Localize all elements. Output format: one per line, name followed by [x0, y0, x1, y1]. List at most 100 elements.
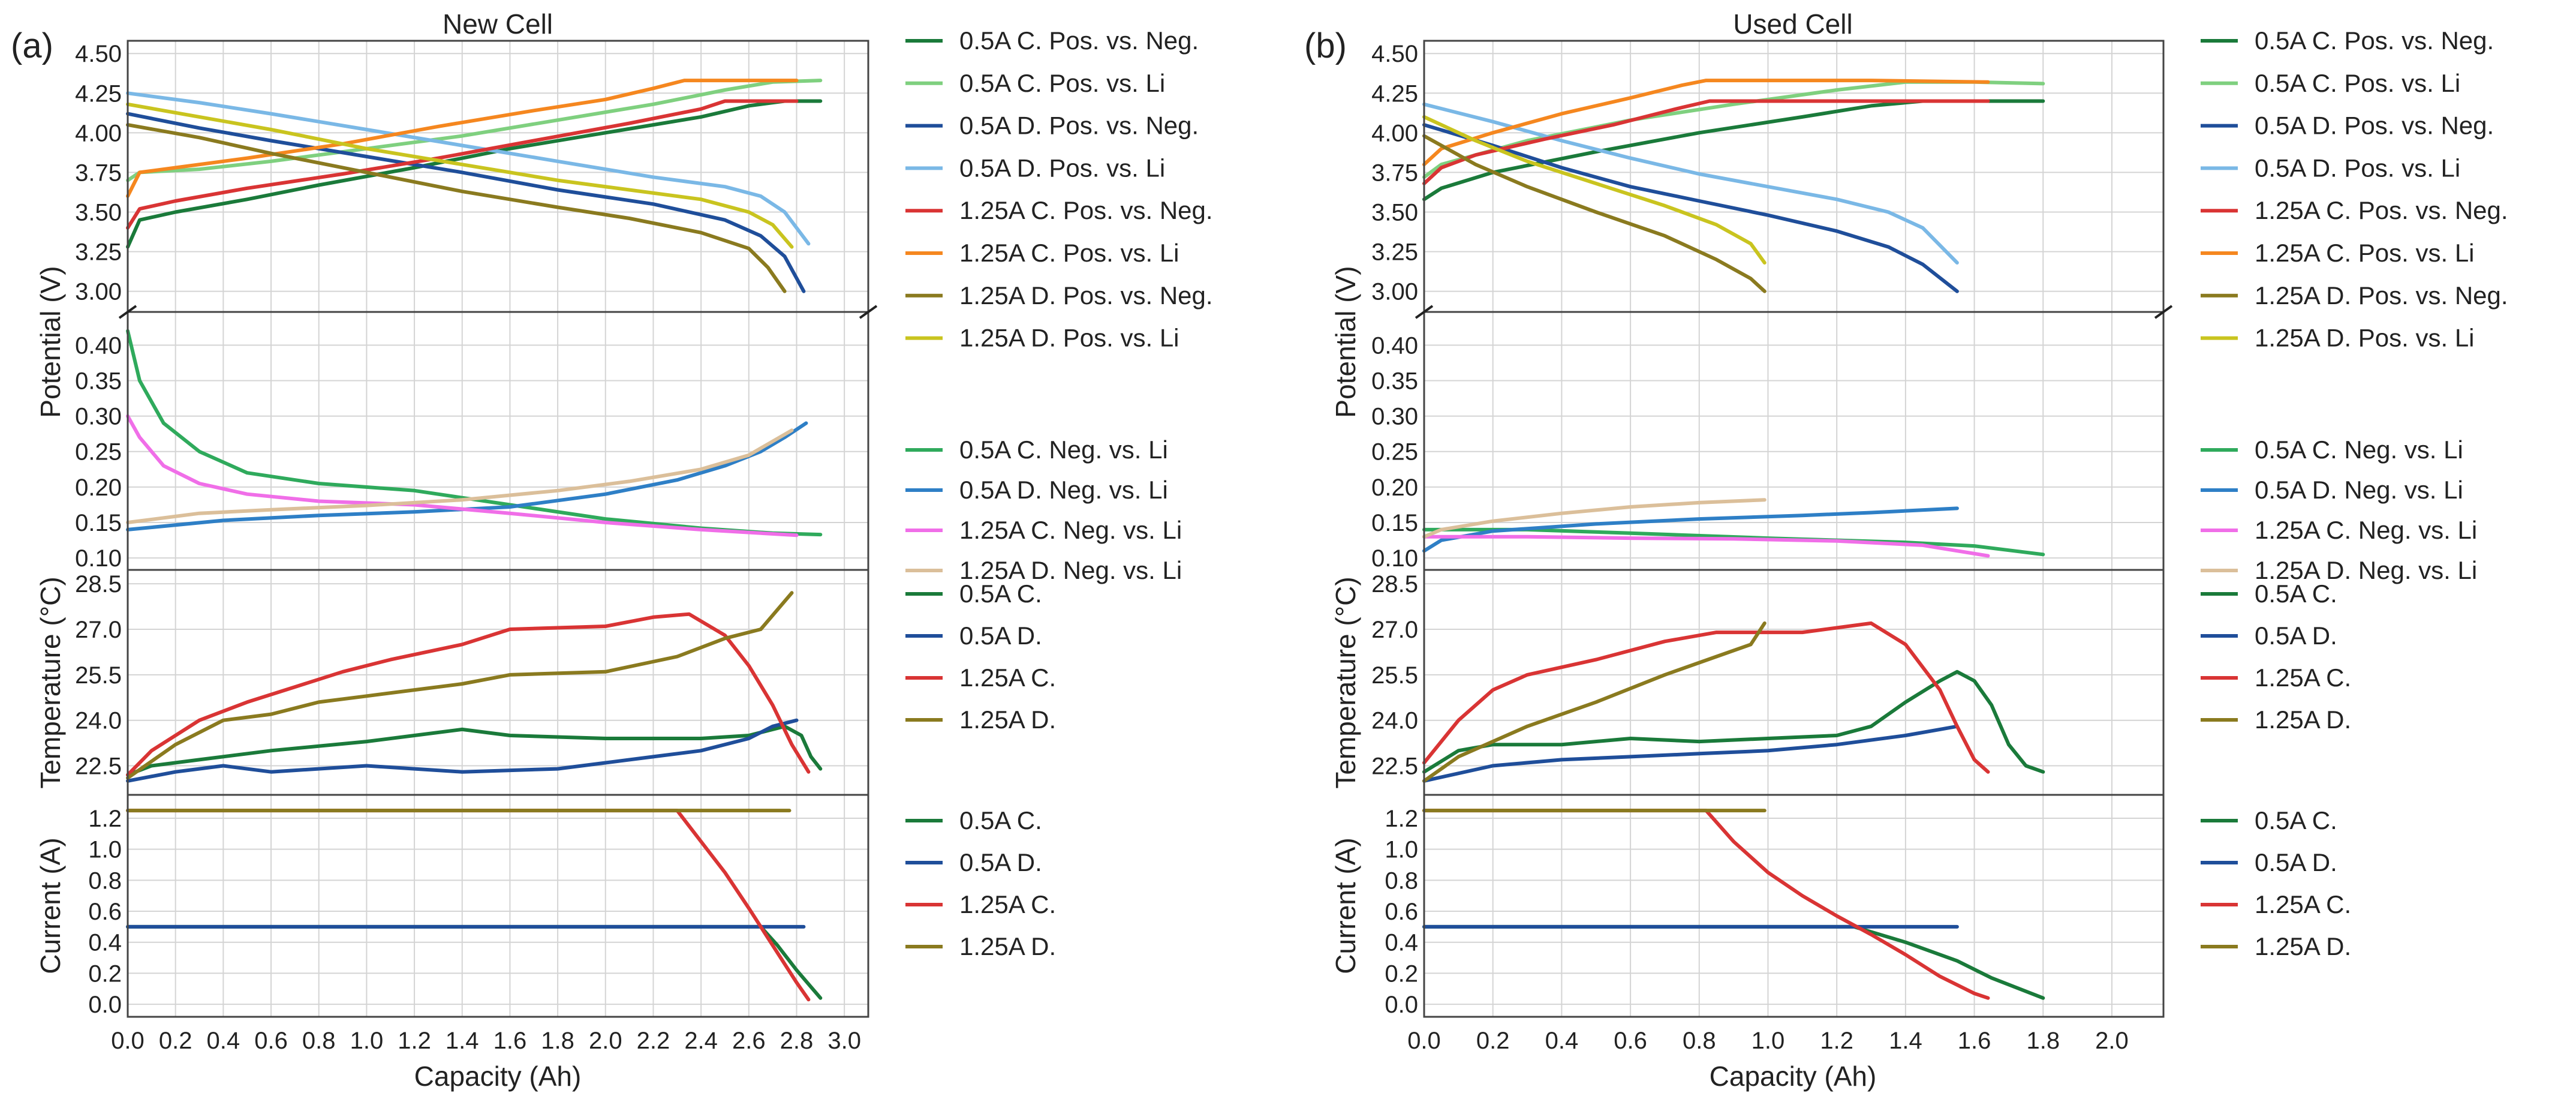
x-tick-label: 0.2	[159, 1028, 192, 1054]
panel-b-ylabel-potential: Potential (V)	[1330, 266, 1361, 418]
series-line	[126, 102, 794, 249]
legend-label: 0.5A D. Pos. vs. Neg.	[2255, 112, 2494, 140]
y-tick-label: 0.4	[1385, 930, 1418, 956]
y-tick-label: 24.0	[75, 708, 122, 734]
panel-b-xlabel: Capacity (Ah)	[1710, 1061, 1877, 1092]
legend-label: 0.5A D. Neg. vs. Li	[959, 476, 1168, 504]
x-tick-label: 1.8	[541, 1028, 574, 1054]
legend-label: 1.25A C. Pos. vs. Neg.	[2255, 196, 2508, 224]
series-line	[126, 329, 823, 537]
y-tick-label: 0.10	[1371, 545, 1418, 572]
series-line	[126, 99, 823, 249]
panel-a-ylabel-temperature: Temperature (°C)	[35, 576, 66, 788]
x-tick-label: 1.2	[1820, 1028, 1853, 1054]
legend-label: 0.5A C. Neg. vs. Li	[959, 436, 1168, 464]
x-tick-label: 0.8	[302, 1028, 336, 1054]
y-tick-label: 3.25	[1371, 239, 1418, 266]
y-tick-label: 3.75	[75, 160, 122, 186]
y-tick-label: 0.30	[1371, 404, 1418, 430]
legend-label: 0.5A C.	[2255, 579, 2337, 608]
series-line	[1422, 115, 1767, 265]
legend-label: 0.5A C. Neg. vs. Li	[2255, 436, 2463, 464]
x-tick-label: 1.4	[1889, 1028, 1922, 1054]
x-tick-label: 0.0	[1407, 1028, 1441, 1054]
legend-label: 1.25A D. Pos. vs. Li	[2255, 324, 2475, 352]
panel-a-ylabel-potential: Potential (V)	[35, 266, 66, 418]
y-tick-label: 0.20	[75, 475, 122, 501]
series-line	[1422, 669, 2045, 774]
y-tick-label: 28.5	[75, 571, 122, 597]
panel-b: (b) Used Cell Capacity (Ah) Potential (V…	[1304, 8, 2508, 1092]
series-line	[126, 99, 799, 230]
y-tick-label: 0.25	[75, 439, 122, 466]
y-tick-label: 1.2	[1385, 806, 1418, 832]
y-tick-label: 4.00	[75, 120, 122, 146]
legend-label: 0.5A C. Pos. vs. Li	[2255, 69, 2460, 97]
series-line	[1422, 535, 1990, 558]
x-tick-label: 2.0	[2095, 1028, 2129, 1054]
x-tick-label: 0.8	[1683, 1028, 1716, 1054]
y-tick-label: 3.00	[1371, 279, 1418, 305]
legend-label: 0.5A C.	[2255, 806, 2337, 834]
y-tick-label: 0.20	[1371, 475, 1418, 501]
y-tick-label: 27.0	[1371, 617, 1418, 643]
x-tick-label: 0.4	[1545, 1028, 1579, 1054]
x-tick-label: 0.6	[254, 1028, 288, 1054]
panel-a-xlabel: Capacity (Ah)	[414, 1061, 582, 1092]
legend-label: 0.5A D.	[2255, 621, 2337, 650]
y-tick-label: 25.5	[1371, 662, 1418, 689]
series-line	[1422, 134, 1767, 293]
series-line	[126, 414, 799, 538]
axis-break-mark	[118, 305, 137, 319]
x-tick-label: 1.2	[398, 1028, 431, 1054]
y-tick-label: 0.35	[75, 368, 122, 394]
x-tick-label: 1.4	[446, 1028, 479, 1054]
series-line	[126, 112, 806, 293]
y-tick-label: 3.25	[75, 239, 122, 266]
y-tick-label: 4.00	[1371, 120, 1418, 146]
x-tick-label: 0.2	[1476, 1028, 1510, 1054]
legend-label: 0.5A C.	[959, 579, 1042, 608]
axis-break-mark	[859, 305, 878, 319]
legend-label: 0.5A C. Pos. vs. Neg.	[2255, 26, 2494, 55]
y-tick-label: 3.50	[75, 199, 122, 226]
legend-label: 1.25A D. Neg. vs. Li	[2255, 556, 2477, 584]
legend-label: 0.5A D. Neg. vs. Li	[2255, 476, 2463, 504]
y-tick-label: 1.0	[1385, 837, 1418, 863]
series-line	[126, 924, 823, 1000]
panel-a-label: (a)	[11, 26, 53, 65]
y-tick-label: 28.5	[1371, 571, 1418, 597]
y-tick-label: 0.40	[1371, 332, 1418, 359]
y-tick-label: 4.25	[1371, 80, 1418, 107]
y-tick-label: 3.00	[75, 279, 122, 305]
series-line	[126, 91, 811, 246]
series-line	[1422, 924, 2045, 1000]
y-tick-label: 27.0	[75, 617, 122, 643]
series-line	[126, 809, 811, 1002]
legend-label: 0.5A D.	[2255, 848, 2337, 876]
y-tick-label: 0.10	[75, 545, 122, 572]
x-tick-label: 1.8	[2026, 1028, 2060, 1054]
legend-label: 1.25A C.	[959, 890, 1056, 918]
series-line	[1422, 506, 1959, 553]
legend-label: 0.5A D.	[959, 621, 1042, 650]
y-tick-label: 0.40	[75, 332, 122, 359]
y-tick-label: 0.6	[88, 899, 122, 925]
legend-label: 1.25A D.	[2255, 932, 2351, 960]
series-line	[1422, 809, 1990, 1000]
legend-label: 0.5A D. Pos. vs. Neg.	[959, 112, 1199, 140]
series-line	[126, 718, 799, 783]
panel-a-ylabel-current: Current (A)	[35, 837, 66, 974]
x-tick-label: 2.4	[684, 1028, 718, 1054]
series-line	[1422, 621, 1990, 774]
series-line	[1422, 99, 1990, 185]
legend-label: 1.25A C. Pos. vs. Li	[2255, 239, 2475, 267]
x-tick-label: 0.0	[111, 1028, 145, 1054]
x-tick-label: 2.8	[780, 1028, 814, 1054]
legend-label: 1.25A D. Neg. vs. Li	[959, 556, 1182, 584]
y-tick-label: 0.6	[1385, 899, 1418, 925]
x-tick-label: 0.4	[207, 1028, 240, 1054]
y-tick-label: 0.0	[1385, 992, 1418, 1018]
series-line	[1422, 102, 1959, 265]
